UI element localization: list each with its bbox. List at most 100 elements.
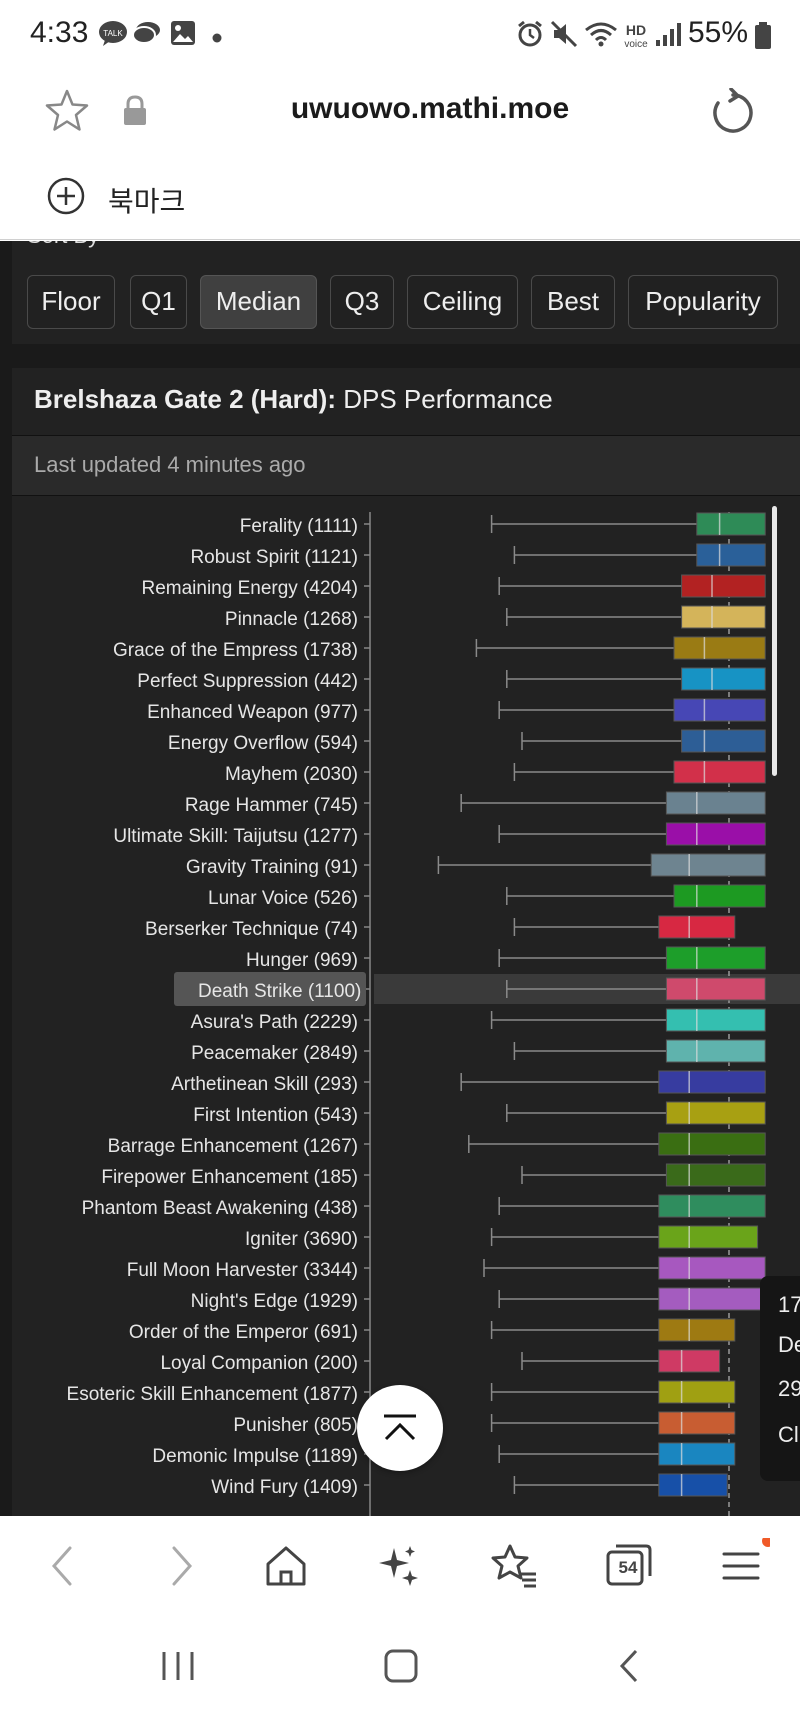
y-tick-label: Grace of the Empress (1738) [113,640,358,661]
back-nav-button[interactable] [612,1648,652,1689]
home-nav-button[interactable] [382,1648,422,1689]
home-button[interactable] [258,1538,314,1594]
box [665,791,766,815]
chart-tooltip: 17 De 29 Cl [760,1276,800,1481]
box [665,977,766,1001]
kakaotalk-icon: TALK [98,20,128,51]
box [696,543,766,567]
sort-button-median[interactable]: Median [200,275,317,329]
sort-button-ceiling[interactable]: Ceiling [407,275,518,329]
y-tick-label: Ultimate Skill: Taijutsu (1277) [113,826,358,847]
box [650,853,766,877]
back-button[interactable] [38,1538,94,1594]
y-tick-label: Punisher (805) [233,1415,358,1436]
y-tick-label: Lunar Voice (526) [208,888,358,909]
star-list-icon [491,1544,536,1588]
bottom-toolbar: 54 [0,1516,800,1616]
scrollbar-thumb [772,506,777,776]
last-updated-text: Last updated 4 minutes ago [34,452,306,477]
y-tick-label: Enhanced Weapon (977) [147,702,358,723]
box [681,667,766,691]
y-tick-label: Order of the Emperor (691) [129,1322,358,1343]
dot-icon [212,30,222,48]
status-time: 4:33 [30,16,89,49]
sort-button-q3[interactable]: Q3 [330,275,394,329]
box [658,915,736,939]
box [658,1442,736,1466]
home-square-icon [384,1649,418,1683]
y-tick-label: Pinnacle (1268) [225,609,358,630]
y-tick-label: Phantom Beast Awakening (438) [82,1198,358,1219]
forward-button[interactable] [150,1538,206,1594]
highlighted-label-bg [174,972,366,1006]
box [658,1194,766,1218]
box [665,1101,766,1125]
y-tick-label: Death Strike (1100) [198,981,361,1002]
tabs-count: 54 [618,1558,638,1577]
gallery-icon [170,20,196,51]
box [658,1070,766,1094]
sort-button-best[interactable]: Best [531,275,615,329]
box [696,512,766,536]
forward-arrow-icon [172,1546,193,1586]
y-tick-label: Barrage Enhancement (1267) [108,1136,358,1157]
sort-button-floor[interactable]: Floor [27,275,115,329]
y-tick-label: Hunger (969) [246,950,358,971]
tabs-button[interactable]: 54 [600,1538,656,1594]
voice-label: voice [624,39,648,50]
y-tick-label: Berserker Technique (74) [145,919,358,940]
y-tick-label: Perfect Suppression (442) [137,671,358,692]
url-text[interactable]: uwuowo.mathi.moe [290,92,570,125]
box [673,884,766,908]
y-tick-label: Asura's Path (2229) [191,1012,358,1033]
chat-bubble-icon [132,20,162,51]
tooltip-line-2: De [778,1332,800,1357]
url-bar: uwuowo.mathi.moe [0,72,800,158]
y-tick-label: Rage Hammer (745) [185,795,358,816]
signal-icon [654,20,682,53]
lock-icon[interactable] [121,94,149,133]
box [665,946,766,970]
box [665,1163,766,1187]
recent-apps-icon [162,1652,194,1680]
tooltip-line-4: Cl [778,1422,799,1447]
add-bookmark-icon[interactable] [46,176,86,221]
tooltip-line-3: 29 [778,1376,800,1401]
recent-apps-button[interactable] [158,1648,198,1689]
y-tick-label: Gravity Training (91) [186,857,358,878]
y-tick-label: Robust Spirit (1121) [190,547,358,568]
chart-svg: Ferality (1111) Robust Spirit (1121) Remai… [67,506,800,1516]
y-tick-label: Arthetinean Skill (293) [171,1074,358,1095]
tabs-icon [606,1544,652,1586]
y-tick-label: Demonic Impulse (1189) [152,1446,358,1467]
card-updated-row: Last updated 4 minutes ago [12,436,800,496]
box [681,574,766,598]
bookmark-label[interactable]: 북마크 [108,186,186,217]
sort-button-q1[interactable]: Q1 [130,275,187,329]
y-tick-label: Peacemaker (2849) [191,1043,358,1064]
sparkle-icon [379,1546,418,1586]
card-title-metric: DPS Performance [335,384,553,414]
hamburger-menu-icon [722,1535,774,1580]
y-tick-label: Loyal Companion (200) [160,1353,358,1374]
sort-button-popularity[interactable]: Popularity [628,275,778,329]
tooltip-line-1: 17 [778,1292,800,1317]
box [658,1380,736,1404]
back-chevron-icon [619,1649,638,1683]
box [681,605,766,629]
svg-text:TALK: TALK [103,29,123,38]
reload-icon[interactable] [708,87,758,143]
y-tick-label: Wind Fury (1409) [211,1477,358,1498]
box [658,1256,766,1280]
box [673,636,766,660]
y-tick-label: Night's Edge (1929) [191,1291,358,1312]
ai-assist-button[interactable] [372,1538,428,1594]
scroll-to-top-button[interactable] [357,1385,443,1471]
bookmarks-button[interactable] [486,1538,542,1594]
box [658,1349,721,1373]
wifi-icon [584,20,618,53]
star-icon[interactable] [44,88,90,139]
back-arrow-icon [51,1546,72,1586]
chart-card: Brelshaza Gate 2 (Hard): DPS Performance… [12,368,800,1516]
menu-button[interactable] [714,1535,774,1594]
